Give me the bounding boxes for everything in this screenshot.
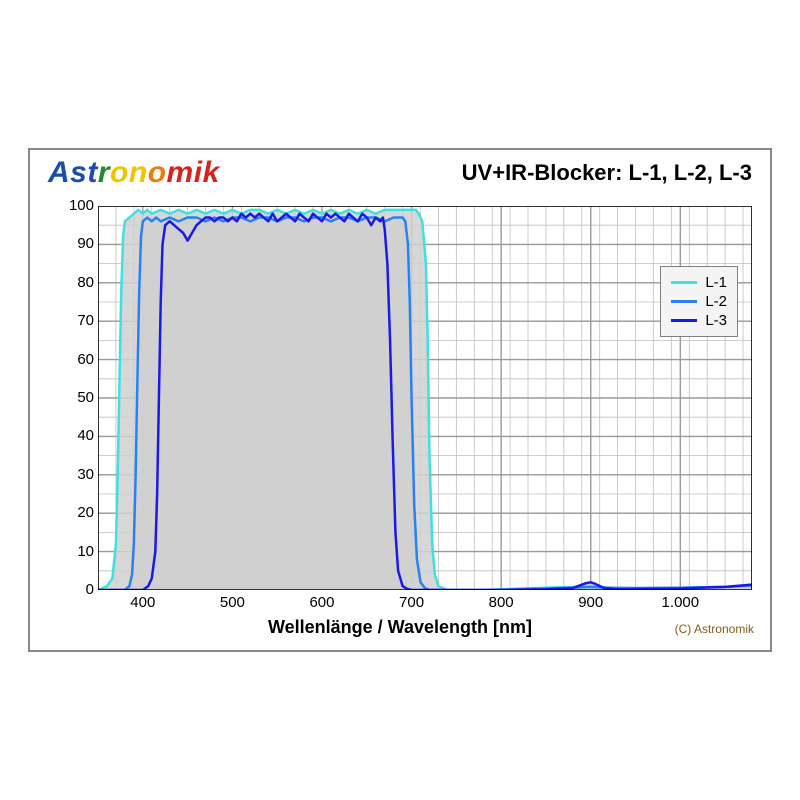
y-tick-label: 80 — [62, 274, 94, 291]
copyright-text: (C) Astronomik — [675, 622, 754, 636]
legend-swatch — [671, 319, 697, 322]
legend-swatch — [671, 281, 697, 284]
x-tick-label: 400 — [130, 594, 155, 611]
legend-label: L-2 — [705, 293, 727, 310]
y-tick-label: 70 — [62, 312, 94, 329]
legend: L-1 L-2 L-3 — [660, 266, 738, 337]
legend-item: L-1 — [671, 273, 727, 292]
x-tick-label: 1.000 — [662, 594, 700, 611]
legend-swatch — [671, 300, 697, 303]
y-tick-label: 100 — [62, 197, 94, 214]
legend-label: L-1 — [705, 274, 727, 291]
x-tick-label: 800 — [489, 594, 514, 611]
y-tick-label: 30 — [62, 466, 94, 483]
x-tick-label: 600 — [309, 594, 334, 611]
x-tick-label: 900 — [578, 594, 603, 611]
x-axis-label: Wellenlänge / Wavelength [nm] — [268, 617, 532, 638]
page: Astronomik UV+IR-Blocker: L-1, L-2, L-3 … — [0, 0, 800, 800]
y-tick-label: 0 — [62, 581, 94, 598]
y-tick-label: 10 — [62, 543, 94, 560]
chart-container: Astronomik UV+IR-Blocker: L-1, L-2, L-3 … — [28, 148, 772, 652]
chart-svg — [98, 206, 752, 590]
legend-item: L-3 — [671, 311, 727, 330]
chart-header: Astronomik UV+IR-Blocker: L-1, L-2, L-3 — [48, 156, 752, 190]
y-tick-label: 40 — [62, 427, 94, 444]
x-tick-label: 500 — [220, 594, 245, 611]
brand-logo: Astronomik — [48, 156, 220, 190]
y-tick-label: 90 — [62, 235, 94, 252]
y-tick-label: 60 — [62, 351, 94, 368]
x-tick-label: 700 — [399, 594, 424, 611]
legend-item: L-2 — [671, 292, 727, 311]
y-tick-label: 20 — [62, 504, 94, 521]
plot-area: L-1 L-2 L-3 — [98, 206, 752, 590]
legend-label: L-3 — [705, 312, 727, 329]
y-tick-label: 50 — [62, 389, 94, 406]
chart-title: UV+IR-Blocker: L-1, L-2, L-3 — [462, 160, 752, 186]
